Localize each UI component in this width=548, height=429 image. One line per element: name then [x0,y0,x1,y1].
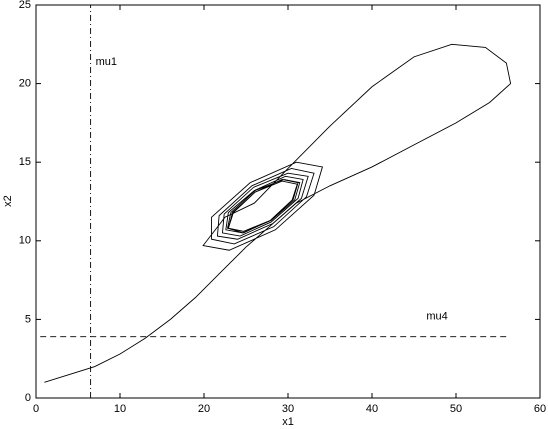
x-axis-label: x1 [282,416,294,428]
y-tick-label: 20 [19,78,31,90]
series-label: mu1 [96,56,117,68]
x-tick-label: 30 [282,403,294,415]
series-line [44,43,512,383]
x-tick-label: 50 [450,403,462,415]
y-tick-label: 10 [19,235,31,247]
x-tick-label: 40 [366,403,378,415]
x-tick-label: 10 [114,403,126,415]
series-label: mu4 [426,311,447,323]
x-tick-label: 0 [33,403,39,415]
x-tick-label: 20 [198,403,210,415]
x-tick-label: 60 [534,403,546,415]
y-axis-label: x2 [2,195,14,207]
y-tick-label: 5 [25,313,31,325]
y-tick-label: 0 [25,392,31,404]
y-tick-label: 15 [19,156,31,168]
y-tick-label: 25 [19,0,31,11]
